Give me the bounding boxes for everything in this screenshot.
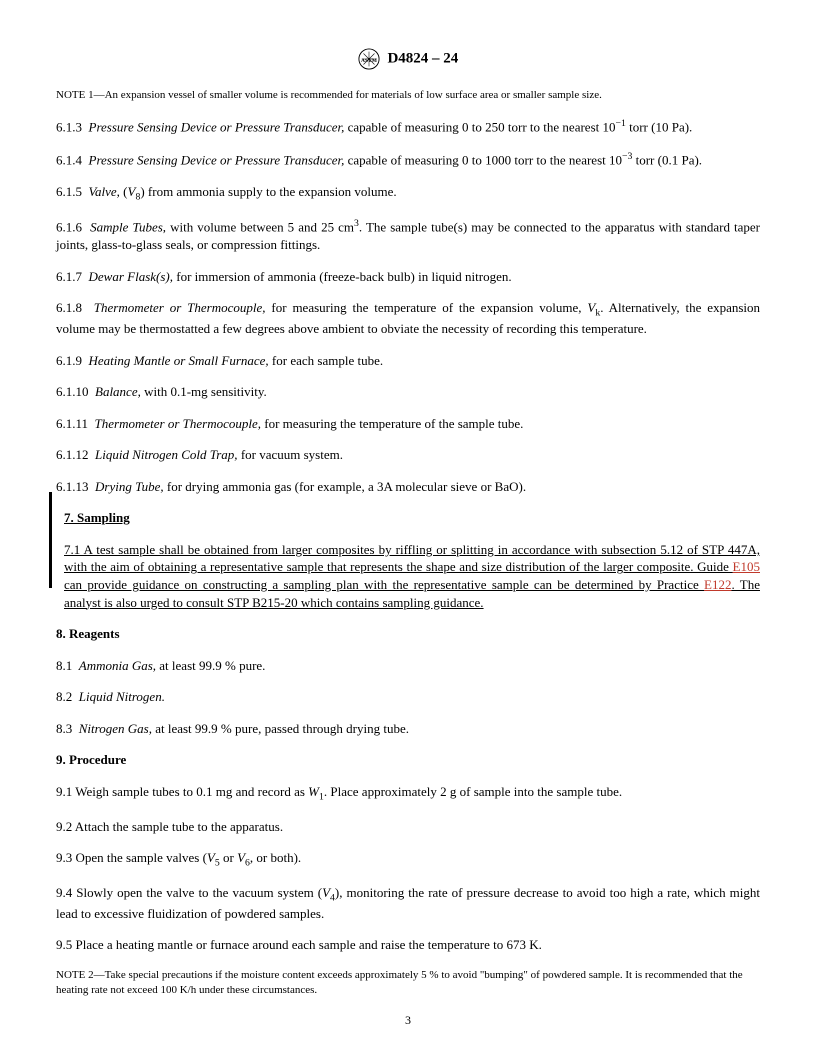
link-e105[interactable]: E105	[733, 559, 760, 574]
section-7-heading: 7. Sampling	[64, 509, 760, 527]
astm-logo-icon: ASTM	[358, 48, 380, 70]
text: at least 99.9 % pure, passed through dry…	[152, 721, 409, 736]
note-label: NOTE 1—	[56, 89, 105, 101]
svg-text:ASTM: ASTM	[361, 58, 378, 64]
text: for each sample tube.	[269, 353, 383, 368]
para-8-3: 8.3 Nitrogen Gas, at least 99.9 % pure, …	[56, 720, 760, 738]
clause-num: 6.1.7	[56, 269, 82, 284]
term: Thermometer or Thermocouple,	[94, 300, 266, 315]
link-e122[interactable]: E122	[704, 577, 731, 592]
text: 9.3 Open the sample valves (	[56, 850, 207, 865]
text: for measuring the temperature of the exp…	[266, 300, 588, 315]
clause-num: 6.1.12	[56, 447, 89, 462]
para-6-1-5: 6.1.5 Valve, (V8) from ammonia supply to…	[56, 183, 760, 204]
para-8-1: 8.1 Ammonia Gas, at least 99.9 % pure.	[56, 657, 760, 675]
note-text: Take special precautions if the moisture…	[56, 969, 743, 996]
term: Valve,	[89, 184, 120, 199]
term: Nitrogen Gas,	[79, 721, 152, 736]
para-9-2: 9.2 Attach the sample tube to the appara…	[56, 818, 760, 836]
term: Sample Tubes,	[90, 220, 166, 235]
clause-num: 8.3	[56, 721, 72, 736]
exponent: −3	[622, 151, 632, 162]
text: at least 99.9 % pure.	[156, 658, 265, 673]
var: W	[308, 784, 319, 799]
para-8-2: 8.2 Liquid Nitrogen.	[56, 688, 760, 706]
text: torr (0.1 Pa).	[632, 152, 702, 167]
term: Balance,	[95, 384, 141, 399]
clause-num: 6.1.5	[56, 184, 82, 199]
text: with 0.1-mg sensitivity.	[141, 384, 267, 399]
text: or	[220, 850, 237, 865]
change-bar-icon	[49, 492, 52, 588]
text: 7.1 A test sample shall be obtained from…	[64, 542, 760, 575]
var: V	[237, 850, 245, 865]
text: for measuring the temperature of the sam…	[261, 416, 523, 431]
para-9-3: 9.3 Open the sample valves (V5 or V6, or…	[56, 849, 760, 870]
para-7-1: 7.1 A test sample shall be obtained from…	[64, 541, 760, 611]
page-number: 3	[0, 1012, 816, 1028]
term: Thermometer or Thermocouple,	[95, 416, 261, 431]
note-text: An expansion vessel of smaller volume is…	[105, 89, 602, 101]
para-6-1-6: 6.1.6 Sample Tubes, with volume between …	[56, 217, 760, 253]
note-2: NOTE 2—Take special precautions if the m…	[56, 968, 760, 998]
term: Liquid Nitrogen.	[79, 689, 165, 704]
text: capable of measuring 0 to 250 torr to th…	[344, 119, 615, 134]
text: , or both).	[250, 850, 301, 865]
para-6-1-10: 6.1.10 Balance, with 0.1-mg sensitivity.	[56, 383, 760, 401]
clause-num: 6.1.13	[56, 479, 89, 494]
para-6-1-7: 6.1.7 Dewar Flask(s), for immersion of a…	[56, 268, 760, 286]
term: Drying Tube,	[95, 479, 164, 494]
designation: D4824 – 24	[387, 50, 458, 66]
term: Heating Mantle or Small Furnace,	[89, 353, 269, 368]
text: capable of measuring 0 to 1000 torr to t…	[344, 152, 622, 167]
text: ) from ammonia supply to the expansion v…	[140, 184, 396, 199]
para-6-1-13: 6.1.13 Drying Tube, for drying ammonia g…	[56, 478, 760, 496]
clause-num: 8.1	[56, 658, 72, 673]
text: with volume between 5 and 25 cm	[166, 220, 354, 235]
para-6-1-8: 6.1.8 Thermometer or Thermocouple, for m…	[56, 299, 760, 337]
section-9-heading: 9. Procedure	[56, 751, 760, 769]
clause-num: 6.1.4	[56, 152, 82, 167]
clause-num: 6.1.8	[56, 300, 82, 315]
term: Ammonia Gas,	[79, 658, 156, 673]
clause-num: 6.1.9	[56, 353, 82, 368]
clause-num: 6.1.11	[56, 416, 88, 431]
para-6-1-9: 6.1.9 Heating Mantle or Small Furnace, f…	[56, 352, 760, 370]
text: for immersion of ammonia (freeze-back bu…	[173, 269, 512, 284]
text: 9.4 Slowly open the valve to the vacuum …	[56, 885, 322, 900]
text: for vacuum system.	[238, 447, 343, 462]
text: (	[120, 184, 128, 199]
clause-num: 6.1.6	[56, 220, 82, 235]
exponent: −1	[615, 118, 625, 129]
text: 9.1 Weigh sample tubes to 0.1 mg and rec…	[56, 784, 308, 799]
term: Pressure Sensing Device or Pressure Tran…	[89, 152, 345, 167]
para-6-1-3: 6.1.3 Pressure Sensing Device or Pressur…	[56, 117, 760, 136]
term: Liquid Nitrogen Cold Trap,	[95, 447, 238, 462]
para-6-1-4: 6.1.4 Pressure Sensing Device or Pressur…	[56, 150, 760, 169]
text: . Place approximately 2 g of sample into…	[324, 784, 622, 799]
clause-num: 6.1.10	[56, 384, 89, 399]
text: can provide guidance on constructing a s…	[64, 577, 704, 592]
note-1: NOTE 1—An expansion vessel of smaller vo…	[56, 88, 760, 103]
text: for drying ammonia gas (for example, a 3…	[164, 479, 526, 494]
var: V	[322, 885, 330, 900]
text: torr (10 Pa).	[626, 119, 692, 134]
para-6-1-12: 6.1.12 Liquid Nitrogen Cold Trap, for va…	[56, 446, 760, 464]
term: Dewar Flask(s),	[89, 269, 174, 284]
para-6-1-11: 6.1.11 Thermometer or Thermocouple, for …	[56, 415, 760, 433]
para-9-4: 9.4 Slowly open the valve to the vacuum …	[56, 884, 760, 922]
para-9-1: 9.1 Weigh sample tubes to 0.1 mg and rec…	[56, 783, 760, 804]
note-label: NOTE 2—	[56, 969, 105, 981]
clause-num: 8.2	[56, 689, 72, 704]
para-9-5: 9.5 Place a heating mantle or furnace ar…	[56, 936, 760, 954]
clause-num: 6.1.3	[56, 119, 82, 134]
var: V	[207, 850, 215, 865]
term: Pressure Sensing Device or Pressure Tran…	[89, 119, 345, 134]
page-header: ASTM D4824 – 24	[56, 48, 760, 70]
section-8-heading: 8. Reagents	[56, 625, 760, 643]
